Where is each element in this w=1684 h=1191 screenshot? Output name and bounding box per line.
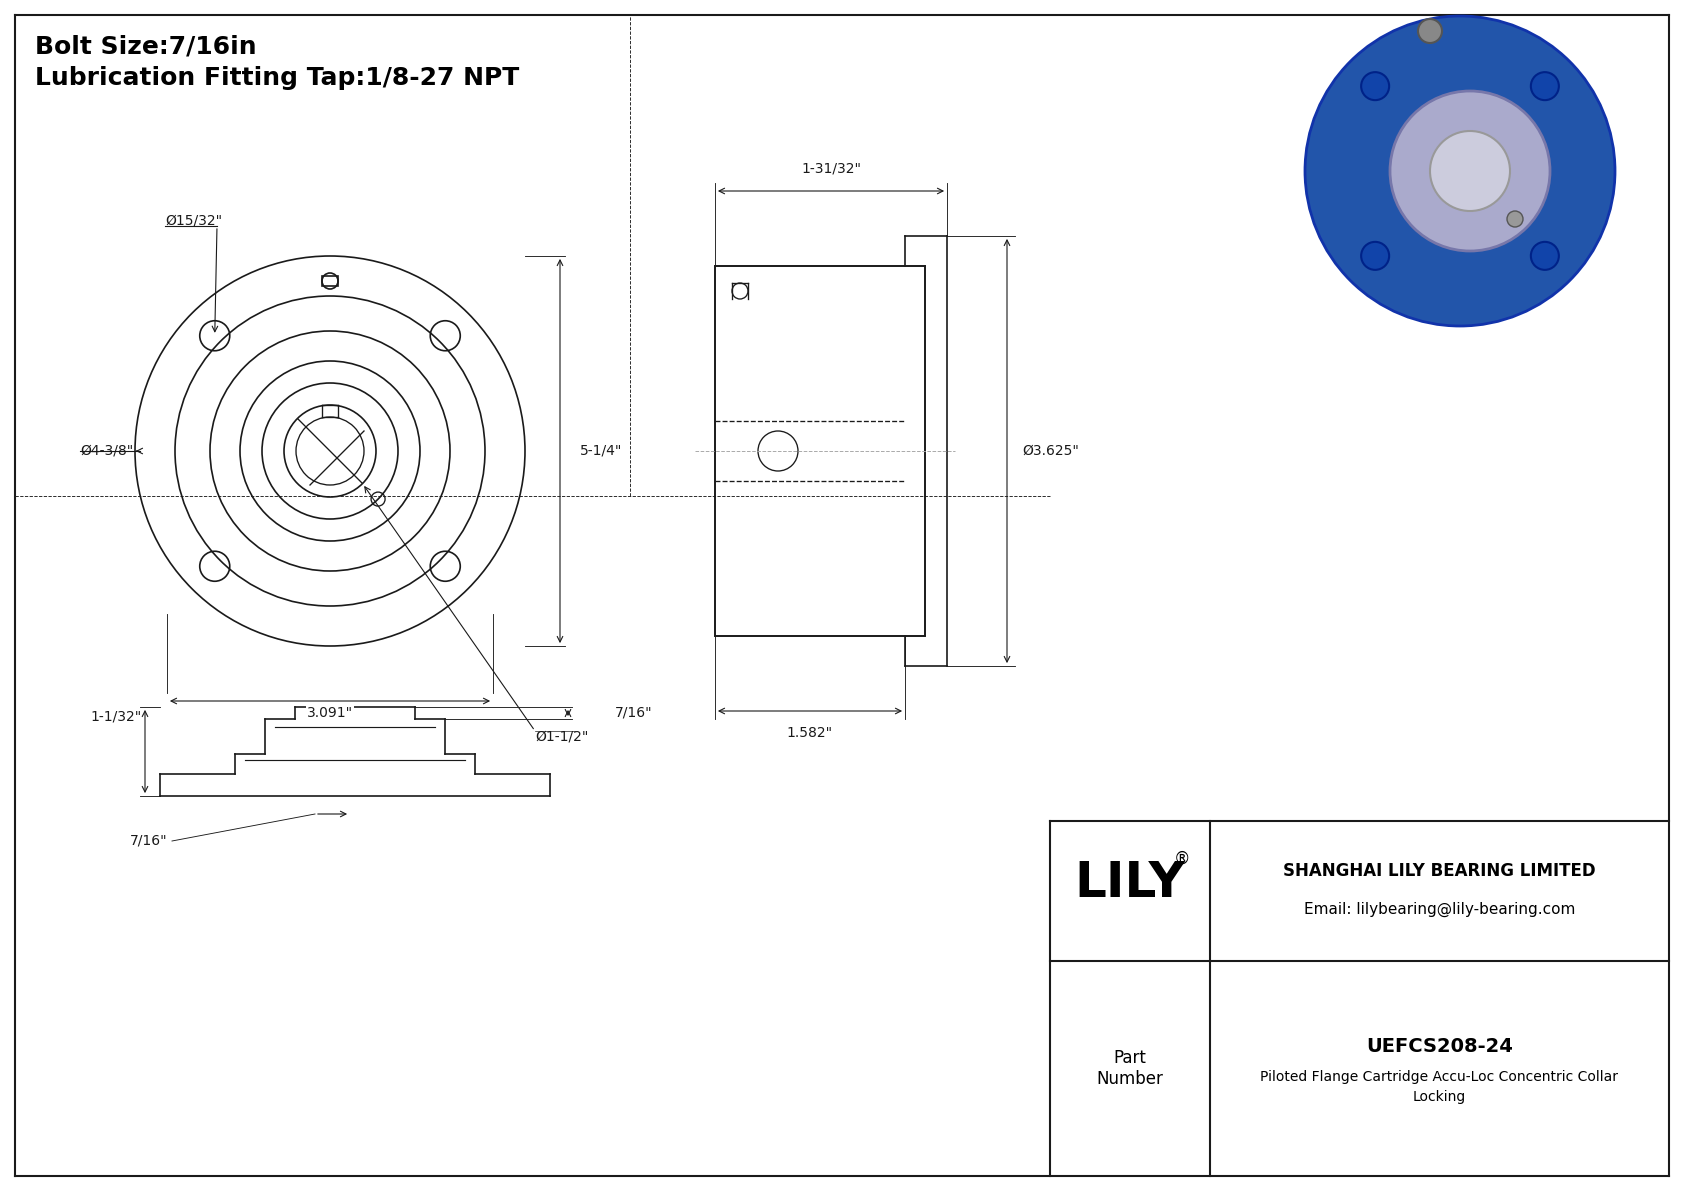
Text: LILY: LILY bbox=[1074, 859, 1186, 908]
Circle shape bbox=[1430, 131, 1511, 211]
Text: Ø3.625": Ø3.625" bbox=[1022, 444, 1079, 459]
Circle shape bbox=[1531, 242, 1559, 270]
Circle shape bbox=[1507, 211, 1522, 227]
Text: 7/16": 7/16" bbox=[130, 834, 168, 848]
Text: Lubrication Fitting Tap:1/8-27 NPT: Lubrication Fitting Tap:1/8-27 NPT bbox=[35, 66, 519, 91]
Text: 1.582": 1.582" bbox=[786, 727, 834, 740]
Text: UEFCS208-24: UEFCS208-24 bbox=[1366, 1037, 1512, 1056]
Circle shape bbox=[1361, 73, 1389, 100]
Bar bbox=[322, 276, 338, 286]
Text: Bolt Size:7/16in: Bolt Size:7/16in bbox=[35, 35, 256, 58]
Circle shape bbox=[1418, 19, 1442, 43]
Text: Ø15/32": Ø15/32" bbox=[165, 214, 222, 227]
Text: Locking: Locking bbox=[1413, 1090, 1467, 1104]
Text: 1-1/32": 1-1/32" bbox=[89, 710, 141, 723]
Text: Ø1-1/2": Ø1-1/2" bbox=[536, 729, 588, 743]
Text: ®: ® bbox=[1174, 850, 1191, 868]
Text: 3.091": 3.091" bbox=[306, 706, 354, 721]
Bar bbox=[716, 266, 925, 636]
Text: Email: lilybearing@lily-bearing.com: Email: lilybearing@lily-bearing.com bbox=[1303, 902, 1575, 917]
Text: 5-1/4": 5-1/4" bbox=[579, 444, 623, 459]
Text: SHANGHAI LILY BEARING LIMITED: SHANGHAI LILY BEARING LIMITED bbox=[1283, 862, 1596, 880]
Circle shape bbox=[1389, 91, 1549, 251]
Circle shape bbox=[1531, 73, 1559, 100]
Text: 1-31/32": 1-31/32" bbox=[802, 162, 861, 176]
Circle shape bbox=[1361, 242, 1389, 270]
Text: Part
Number: Part Number bbox=[1096, 1049, 1164, 1087]
Text: Piloted Flange Cartridge Accu-Loc Concentric Collar: Piloted Flange Cartridge Accu-Loc Concen… bbox=[1261, 1070, 1618, 1084]
Text: Ø4-3/8": Ø4-3/8" bbox=[81, 444, 133, 459]
Text: 7/16": 7/16" bbox=[615, 706, 653, 721]
Circle shape bbox=[1305, 15, 1615, 326]
